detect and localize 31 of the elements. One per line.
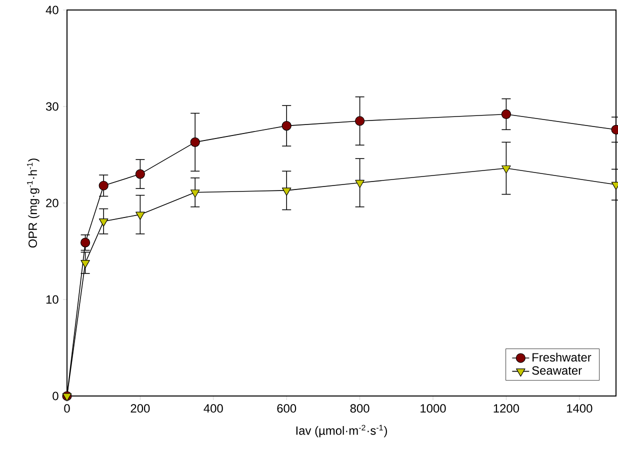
point [136,212,145,220]
legend-label: Seawater [532,366,582,375]
y-tick-label: 40 [46,6,58,14]
point [355,116,365,126]
x-tick-label: 0 [64,404,70,413]
x-tick-label: 200 [130,404,150,413]
x-tick-label: 800 [350,404,370,413]
point [355,180,364,188]
x-axis-title: Iav (µmol·m$^{-2}$·s$^{-1}$) [296,424,387,438]
point [98,218,108,227]
point [501,109,512,120]
point [190,190,200,198]
x-tick-label: 1400 [567,404,592,413]
point [80,260,90,268]
x-tick-label: 1200 [494,404,520,413]
point [502,165,511,174]
y-tick-label: 10 [46,295,58,304]
point [98,180,108,190]
x-tick-label: 600 [277,404,296,413]
x-tick-label: 1000 [420,404,446,413]
y-tick-label: 0 [52,392,58,400]
point [190,137,200,148]
point [135,169,145,179]
y-axis-title: OPR (mg·g$^{-1}$·h$^{-1}$) [27,158,40,248]
point [282,120,292,131]
legend-label: Freshwater [532,352,592,362]
point [282,188,292,196]
point [80,238,90,248]
x-tick-label: 400 [204,404,223,413]
y-tick-label: 30 [46,102,58,111]
y-tick-label: 20 [46,198,58,208]
